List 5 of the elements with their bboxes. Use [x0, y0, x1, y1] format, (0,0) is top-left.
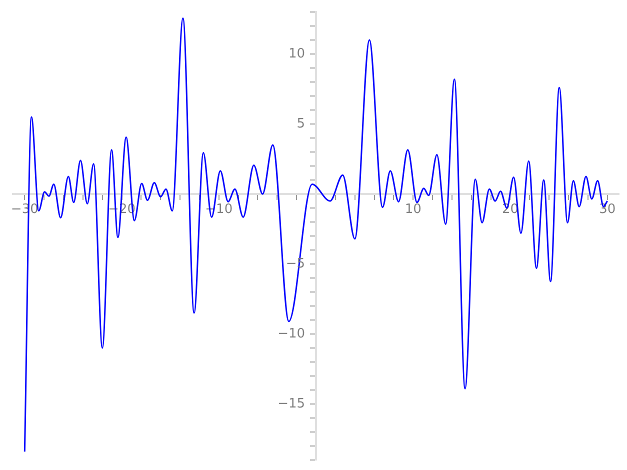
y-tick-label: −15 [278, 396, 305, 412]
y-tick-label: 5 [296, 116, 305, 132]
x-tick-label: 10 [404, 202, 422, 218]
y-tick-label: 10 [288, 46, 305, 62]
y-tick-label: −10 [278, 326, 305, 342]
